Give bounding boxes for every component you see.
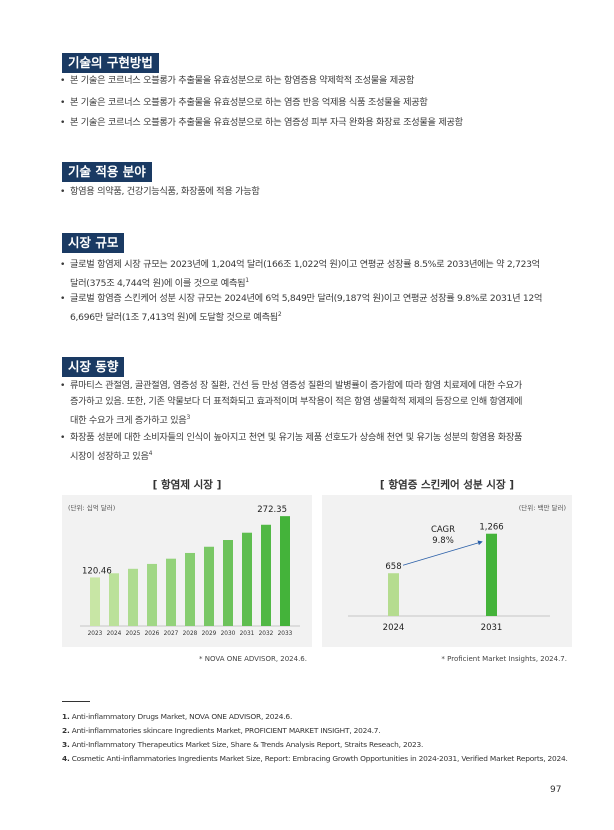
chart-bar xyxy=(90,577,100,626)
footnote: 3. Anti-Inflammatory Therapeutics Market… xyxy=(62,740,423,749)
bullet-text: 6,696만 달러(1조 7,413억 원)에 도달할 것으로 예측됨 xyxy=(70,312,278,324)
chart-skincare-market: (단위: 백만 달러) 658 2024 1,266 2031 CAGR 9.8% xyxy=(322,495,572,647)
bullet-text: 달러(375조 4,744억 원)에 이를 것으로 예측됨 xyxy=(70,278,246,290)
page-number: 97 xyxy=(550,785,562,795)
chart-bar xyxy=(185,552,195,626)
cagr-value: 9.8% xyxy=(432,536,454,546)
footnote: 1. Anti-inflammatory Drugs Market, NOVA … xyxy=(62,712,292,721)
bullet-icon: • xyxy=(60,259,66,270)
list-item: • 항염용 의약품, 건강기능식품, 화장품에 적용 가능함 xyxy=(60,184,576,200)
footnote: 2. Anti-inflammatories skincare Ingredie… xyxy=(62,726,381,735)
bullet-icon: • xyxy=(60,432,66,443)
data-label: 658 xyxy=(385,562,401,572)
footnote-number: 4. xyxy=(62,754,70,763)
chart-anti-inflammatory-market: (단위: 십억 달러) 2023 2024 2025 2026 2027 2028 2029… xyxy=(62,495,312,647)
chart-source: * NOVA ONE ADVISOR, 2024.6. xyxy=(199,655,307,663)
x-tick-label: 2024 xyxy=(383,623,405,633)
chart-bar xyxy=(147,563,157,626)
list-item: • 화장품 성분에 대한 소비자들의 인식이 높아지고 천연 및 유기농 제품 선… xyxy=(60,430,576,465)
section-title-implementation: 기술의 구현방법 xyxy=(62,53,159,73)
footnote-text: Anti-inflammatory Drugs Market, NOVA ONE… xyxy=(71,712,293,721)
footnote-text: Anti-Inflammatory Therapeutics Market Si… xyxy=(71,740,424,749)
data-label: 1,266 xyxy=(479,523,503,533)
chart-bar xyxy=(128,568,138,626)
footnote-number: 1. xyxy=(62,712,70,721)
footnote-number: 2. xyxy=(62,726,70,735)
x-tick-label: 2027 xyxy=(164,631,179,637)
x-tick-label: 2032 xyxy=(259,631,274,637)
chart-unit-label: (단위: 백만 달러) xyxy=(519,503,566,512)
chart-bar xyxy=(166,558,176,626)
bullet-text: 본 기술은 코르너스 오블롱가 추출물을 유효성분으로 하는 염증 반응 억제용… xyxy=(70,97,428,108)
bullet-icon: • xyxy=(60,117,66,128)
section-title-market-size: 시장 규모 xyxy=(62,233,125,253)
footnote-text: Anti-inflammatories skincare Ingredients… xyxy=(71,726,381,735)
chart-source: * Proficient Market Insights, 2024.7. xyxy=(441,655,567,663)
list-item: • 류마티스 관절염, 골관절염, 염증성 장 질환, 건선 등 만성 염증성 질… xyxy=(60,378,576,429)
chart-bar xyxy=(388,573,399,616)
bullet-text: 글로벌 항염증 스킨케어 성분 시장 규모는 2024년에 6억 5,849만 … xyxy=(70,293,543,304)
footnote: 4. Cosmetic Anti-inflammatories Ingredie… xyxy=(62,754,568,763)
footnote-ref: 3 xyxy=(186,414,190,421)
cagr-arrow-icon xyxy=(402,540,483,566)
bullet-text: 본 기술은 코르너스 오블롱가 추출물을 유효성분으로 하는 항염증용 약제학적… xyxy=(70,75,415,86)
footnote-ref: 2 xyxy=(277,311,282,318)
bullet-text: 화장품 성분에 대한 소비자들의 인식이 높아지고 천연 및 유기농 제품 선호… xyxy=(70,432,523,443)
list-item: • 본 기술은 코르너스 오블롱가 추출물을 유효성분으로 하는 염증 반응 억제… xyxy=(60,95,576,111)
chart-title-anti-inflammatory: [ 항염제 시장 ] xyxy=(152,479,222,491)
section-title-application: 기술 적용 분야 xyxy=(62,162,152,182)
x-tick-label: 2023 xyxy=(88,631,103,637)
bullet-icon: • xyxy=(60,380,66,391)
x-tick-label: 2029 xyxy=(202,631,217,637)
x-tick-label: 2028 xyxy=(183,631,198,637)
bullet-text: 본 기술은 코르너스 오블롱가 추출물을 유효성분으로 하는 염증성 피부 자극… xyxy=(70,117,463,128)
bullet-text: 항염용 의약품, 건강기능식품, 화장품에 적용 가능함 xyxy=(70,186,260,197)
chart-bar xyxy=(486,533,497,616)
list-item: • 본 기술은 코르너스 오블롱가 추출물을 유효성분으로 하는 염증성 피부 자… xyxy=(60,115,576,131)
data-label: 272.35 xyxy=(257,505,287,515)
bullet-icon: • xyxy=(60,293,66,304)
x-tick-label: 2031 xyxy=(481,623,503,633)
bullet-icon: • xyxy=(60,75,66,86)
chart-title-skincare: [ 항염증 스킨케어 성분 시장 ] xyxy=(379,479,515,491)
chart-unit-label: (단위: 십억 달러) xyxy=(68,503,115,512)
list-item: • 글로벌 항염제 시장 규모는 2023년에 1,204억 달러(166조 1,… xyxy=(60,257,576,292)
chart-anti-inflammatory-svg: (단위: 십억 달러) 2023 2024 2025 2026 2027 2028 2029… xyxy=(68,503,300,637)
footnote-ref: 1 xyxy=(245,277,249,284)
chart-bar xyxy=(261,524,271,626)
bullet-text: 시장이 성장하고 있음 xyxy=(70,451,149,463)
chart-bar xyxy=(109,573,119,626)
x-tick-label: 2026 xyxy=(145,631,160,637)
bullet-text: 대한 수요가 크게 증가하고 있음 xyxy=(70,415,187,427)
x-tick-label: 2024 xyxy=(107,631,122,637)
list-item: • 본 기술은 코르너스 오블롱가 추출물을 유효성분으로 하는 항염증용 약제학… xyxy=(60,73,576,89)
bullet-text: 증가하고 있음. 또한, 기존 약물보다 더 표적화되고 효과적이며 부작용이 … xyxy=(70,396,523,407)
chart-bar xyxy=(280,516,290,626)
bullet-text: 글로벌 항염제 시장 규모는 2023년에 1,204억 달러(166조 1,0… xyxy=(70,259,540,270)
x-tick-label: 2025 xyxy=(126,631,141,637)
bullet-text: 류마티스 관절염, 골관절염, 염증성 장 질환, 건선 등 만성 염증성 질환… xyxy=(70,380,522,391)
bullet-icon: • xyxy=(60,97,66,108)
x-tick-label: 2030 xyxy=(221,631,236,637)
section-title-market-trend: 시장 동향 xyxy=(62,357,125,377)
bullet-icon: • xyxy=(60,186,66,197)
list-item: • 글로벌 항염증 스킨케어 성분 시장 규모는 2024년에 6억 5,849만… xyxy=(60,291,576,326)
footnote-ref: 4 xyxy=(148,450,153,457)
data-label: 120.46 xyxy=(82,566,112,576)
cagr-label: CAGR xyxy=(431,525,455,535)
chart-bar xyxy=(204,546,214,626)
footnote-divider xyxy=(62,701,90,702)
chart-bar xyxy=(223,540,233,626)
x-tick-label: 2031 xyxy=(240,631,255,637)
chart-bar xyxy=(242,532,252,626)
footnote-text: Cosmetic Anti-inflammatories Ingredients… xyxy=(71,754,568,763)
x-tick-label: 2033 xyxy=(278,631,293,637)
footnote-number: 3. xyxy=(62,740,70,749)
